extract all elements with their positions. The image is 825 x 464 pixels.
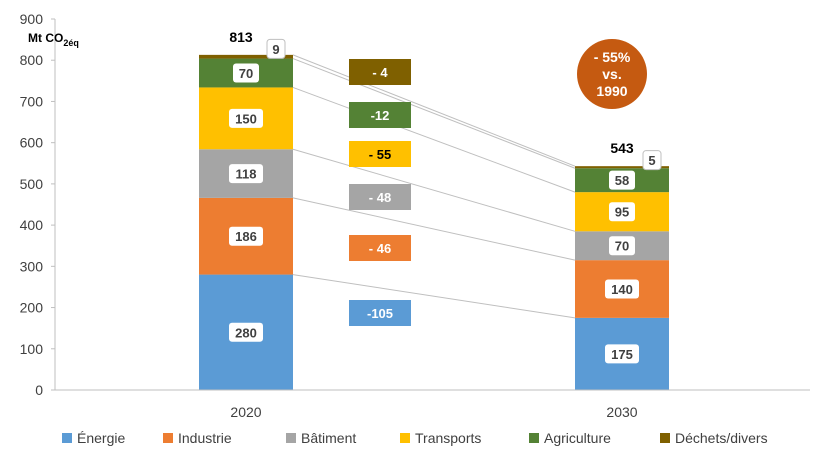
y-tick-label: 700 <box>20 93 44 109</box>
svg-text:175: 175 <box>611 347 633 362</box>
badge-text: vs. <box>602 66 621 82</box>
y-axis-unit-label: Mt CO2éq <box>28 31 79 48</box>
badge-text: - 55% <box>594 49 631 65</box>
legend-item: Agriculture <box>529 430 611 446</box>
delta-box: -105 <box>349 300 411 326</box>
svg-text:118: 118 <box>236 167 257 182</box>
y-tick-label: 900 <box>20 11 44 27</box>
legend-item: Énergie <box>62 430 125 446</box>
data-label: 175 <box>605 344 639 364</box>
svg-text:- 46: - 46 <box>369 241 391 256</box>
delta-box: - 48 <box>349 184 411 210</box>
legend-label: Transports <box>415 430 481 446</box>
bar-segment <box>199 54 293 59</box>
data-label: 70 <box>609 236 635 256</box>
data-label: 140 <box>605 279 639 299</box>
badge-circle <box>577 39 647 109</box>
legend-swatch <box>286 433 296 443</box>
delta-box: - 55 <box>349 141 411 167</box>
legend-item: Transports <box>400 430 481 446</box>
legend-label: Énergie <box>77 430 125 446</box>
legend-item: Bâtiment <box>286 430 356 446</box>
badge-text: 1990 <box>596 83 627 99</box>
reduction-badge: - 55%vs.1990 <box>577 39 647 109</box>
delta-box: -12 <box>349 102 411 128</box>
legend-label: Bâtiment <box>301 430 356 446</box>
svg-text:95: 95 <box>615 205 629 220</box>
legend-swatch <box>163 433 173 443</box>
y-axis: 0 100 200 300 400 500 600 700 800 900 <box>20 11 56 398</box>
svg-text:58: 58 <box>615 173 629 188</box>
bar-segment <box>575 166 669 169</box>
x-tick-label: 2030 <box>606 404 637 420</box>
svg-text:140: 140 <box>611 282 633 297</box>
legend: Énergie Industrie Bâtiment Transports Agricu… <box>62 430 768 446</box>
connector-line <box>292 58 576 169</box>
connector-lines <box>292 54 576 319</box>
connector-line <box>292 54 576 167</box>
x-axis: 2020 2030 <box>55 389 810 420</box>
y-tick-label: 100 <box>20 341 44 357</box>
svg-text:70: 70 <box>239 66 253 81</box>
connector-line <box>292 274 576 319</box>
y-tick-label: 0 <box>35 382 43 398</box>
data-label: 150 <box>229 108 263 128</box>
legend-label: Déchets/divers <box>675 430 768 446</box>
data-label: 280 <box>229 322 263 342</box>
legend-label: Agriculture <box>544 430 611 446</box>
svg-text:-105: -105 <box>367 306 393 321</box>
data-label: 186 <box>229 226 263 246</box>
connector-line <box>292 86 576 193</box>
svg-text:- 55: - 55 <box>369 147 391 162</box>
data-label: 70 <box>233 63 259 83</box>
bar-total-label: 543 <box>610 140 634 156</box>
connector-line <box>292 148 576 232</box>
svg-text:-12: -12 <box>371 108 390 123</box>
svg-text:70: 70 <box>615 239 629 254</box>
y-tick-label: 300 <box>20 258 44 274</box>
y-tick-label: 600 <box>20 135 44 151</box>
connector-line <box>292 197 576 261</box>
svg-text:186: 186 <box>235 229 257 244</box>
data-label: 118 <box>229 164 263 184</box>
svg-text:150: 150 <box>235 111 257 126</box>
y-tick-label: 500 <box>20 176 44 192</box>
data-label: 5 <box>642 150 662 171</box>
legend-swatch <box>529 433 539 443</box>
y-tick-label: 800 <box>20 52 44 68</box>
bar-total-label: 813 <box>229 29 253 45</box>
delta-box: - 46 <box>349 235 411 261</box>
x-tick-label: 2020 <box>230 404 261 420</box>
svg-text:5: 5 <box>648 153 655 168</box>
legend-swatch <box>660 433 670 443</box>
data-label: 95 <box>609 202 635 222</box>
delta-box: - 4 <box>349 59 411 85</box>
legend-swatch <box>400 433 410 443</box>
delta-boxes: -105 - 46 - 48 - 55 -12 - 4 <box>349 59 411 326</box>
data-label: 58 <box>609 170 635 190</box>
svg-text:- 48: - 48 <box>369 190 391 205</box>
legend-label: Industrie <box>178 430 232 446</box>
legend-item: Industrie <box>163 430 232 446</box>
y-tick-label: 200 <box>20 300 44 316</box>
legend-swatch <box>62 433 72 443</box>
svg-text:280: 280 <box>235 325 257 340</box>
y-tick-label: 400 <box>20 217 44 233</box>
svg-text:9: 9 <box>272 42 279 57</box>
data-label: 9 <box>266 38 286 59</box>
svg-text:- 4: - 4 <box>372 65 388 80</box>
legend-item: Déchets/divers <box>660 430 768 446</box>
